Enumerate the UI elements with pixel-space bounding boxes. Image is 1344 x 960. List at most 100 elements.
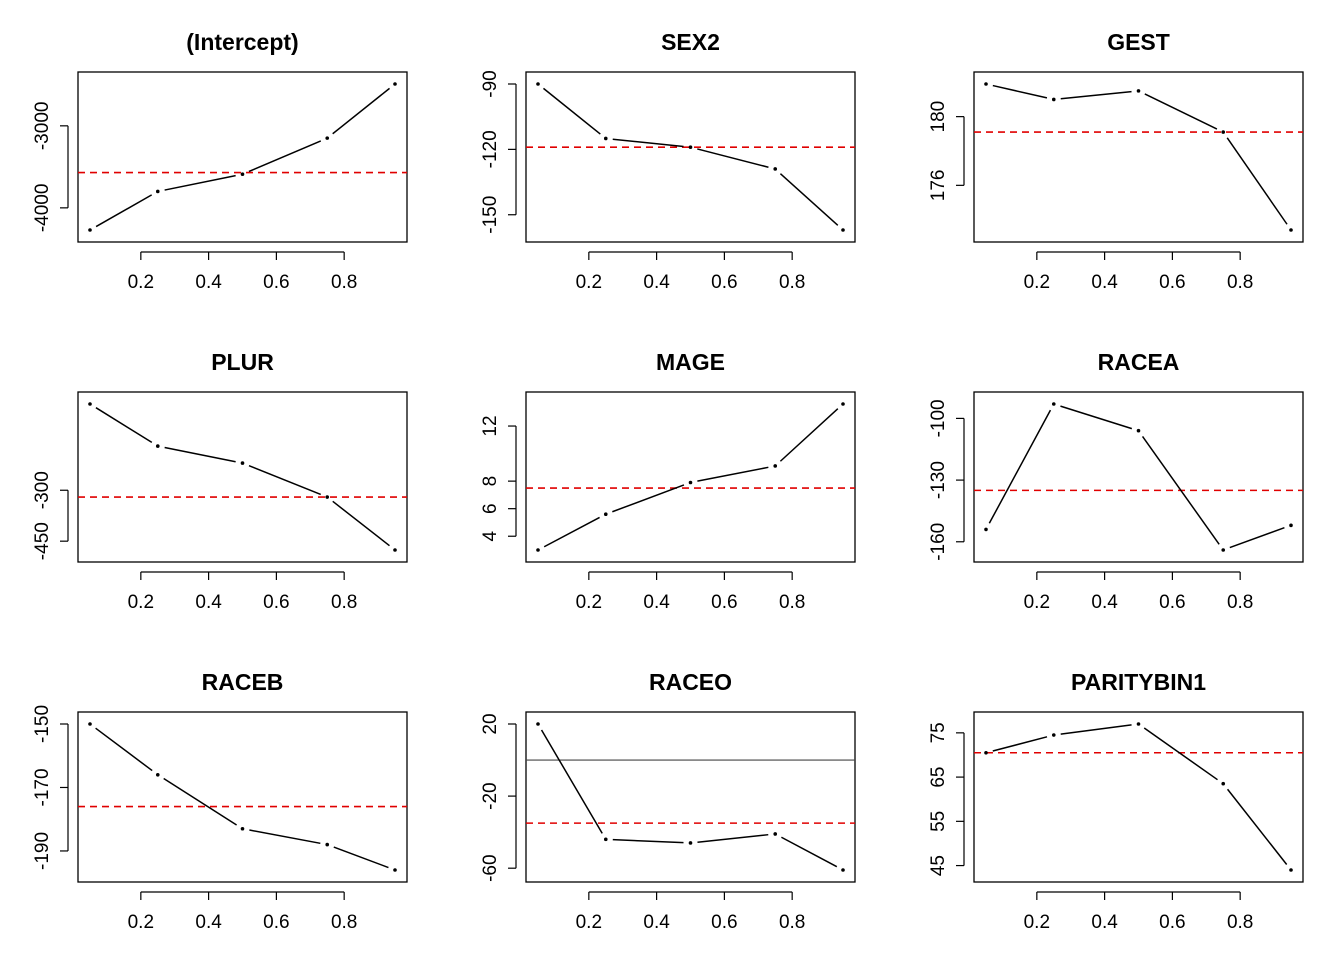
data-point — [1221, 130, 1226, 134]
x-tick-label: 0.6 — [263, 912, 289, 933]
x-tick-label: 0.6 — [711, 272, 737, 293]
data-point — [773, 832, 778, 836]
series-segment — [1226, 137, 1288, 225]
x-tick-label: 0.2 — [576, 912, 602, 933]
plot-frame — [77, 71, 408, 243]
data-point — [841, 868, 845, 872]
panel-raceb: RACEB 0.2 0.4 0.6 0.8 -150 -170 -190 — [32, 669, 408, 933]
x-tick-label: 0.6 — [711, 912, 737, 933]
data-point — [1289, 228, 1293, 232]
x-tick-label: 0.2 — [576, 272, 602, 293]
series-segment — [1143, 727, 1218, 781]
data-point — [536, 82, 540, 86]
data-point — [984, 82, 988, 86]
x-tick-label: 0.8 — [331, 912, 357, 933]
x-tick-label: 0.6 — [1159, 272, 1185, 293]
y-tick-label: -170 — [32, 768, 53, 806]
x-tick-label: 0.4 — [195, 912, 222, 933]
panel-title: RACEA — [1098, 349, 1180, 375]
data-point — [984, 527, 988, 532]
data-point — [155, 772, 160, 777]
x-tick-label: 0.8 — [779, 912, 805, 933]
panel-title: RACEO — [649, 669, 732, 695]
series-segment — [332, 500, 390, 547]
plot-frame — [525, 71, 856, 243]
x-tick-label: 0.6 — [263, 272, 289, 293]
x-tick-label: 0.2 — [128, 912, 154, 933]
panel-paritybin1: PARITYBIN1 0.2 0.4 0.6 0.8 75 65 55 45 — [928, 669, 1304, 933]
x-tick-label: 0.4 — [643, 912, 670, 933]
series-segment — [333, 846, 389, 869]
data-point — [688, 480, 693, 485]
data-point — [155, 189, 160, 194]
x-tick-label: 0.8 — [779, 272, 805, 293]
panel-title: PARITYBIN1 — [1071, 669, 1206, 695]
series-segment — [543, 516, 600, 548]
data-point — [773, 464, 778, 468]
x-tick-label: 0.2 — [1024, 592, 1050, 613]
panel-plur: PLUR 0.2 0.4 0.6 0.8 -300 -450 — [32, 349, 408, 613]
plot-frame — [525, 391, 856, 563]
data-point — [536, 722, 540, 726]
plot-frame — [973, 71, 1304, 243]
y-tick-label: -130 — [928, 461, 949, 499]
series-segment — [1226, 788, 1288, 865]
data-point — [325, 136, 330, 140]
panel-gest: GEST 0.2 0.4 0.6 0.8 180 176 — [928, 29, 1304, 293]
data-point — [603, 512, 608, 516]
x-tick-label: 0.6 — [711, 592, 737, 613]
y-tick-label: 65 — [928, 767, 949, 788]
y-tick-label: -3000 — [32, 102, 53, 151]
y-tick-label: -190 — [32, 832, 53, 870]
data-point — [1221, 781, 1226, 786]
y-tick-label: 8 — [480, 476, 501, 487]
series-segment — [1141, 436, 1220, 545]
y-tick-label: -100 — [928, 399, 949, 437]
data-point — [1221, 548, 1226, 552]
panel-sex2: SEX2 0.2 0.4 0.6 0.8 -90 -120 -150 — [480, 29, 856, 293]
data-point — [1136, 428, 1141, 433]
x-tick-label: 0.4 — [195, 272, 222, 293]
series-segment — [988, 409, 1052, 524]
y-tick-label: -150 — [480, 196, 501, 234]
plot-frame — [525, 711, 856, 883]
series-segment — [248, 464, 322, 496]
series-segment — [1060, 90, 1132, 100]
y-tick-label: 45 — [928, 855, 949, 876]
data-point — [603, 136, 608, 141]
plot-frame — [77, 391, 408, 563]
series-segment — [992, 736, 1048, 752]
x-tick-label: 0.8 — [1227, 592, 1253, 613]
series-segment — [781, 836, 838, 868]
panel-title: SEX2 — [661, 29, 720, 55]
x-tick-label: 0.8 — [1227, 272, 1253, 293]
plot-frame — [973, 711, 1304, 883]
series-segment — [332, 87, 390, 135]
series-segment — [992, 84, 1048, 99]
series-segment — [164, 174, 236, 191]
y-tick-label: -160 — [928, 523, 949, 561]
y-tick-label: -300 — [32, 471, 53, 509]
series-segment — [1144, 93, 1218, 130]
panel-title: GEST — [1107, 29, 1170, 55]
x-tick-label: 0.8 — [1227, 912, 1253, 933]
y-tick-label: 176 — [928, 169, 949, 201]
series-segment — [697, 466, 769, 482]
y-tick-label: -90 — [480, 70, 501, 97]
panel-raceo: RACEO 0.2 0.4 0.6 0.8 20 -20 -60 — [480, 669, 856, 933]
y-tick-label: 20 — [480, 713, 501, 734]
data-point — [393, 82, 397, 86]
data-point — [773, 167, 778, 171]
y-tick-label: -120 — [480, 130, 501, 168]
data-point — [688, 841, 693, 845]
x-tick-label: 0.6 — [263, 592, 289, 613]
data-point — [325, 495, 330, 499]
x-tick-label: 0.4 — [643, 592, 670, 613]
data-point — [240, 172, 245, 177]
y-tick-label: 180 — [928, 101, 949, 133]
x-tick-label: 0.2 — [1024, 272, 1050, 293]
series-segment — [612, 838, 684, 844]
x-tick-label: 0.4 — [1091, 912, 1118, 933]
data-point — [688, 145, 693, 149]
data-point — [1136, 722, 1141, 726]
